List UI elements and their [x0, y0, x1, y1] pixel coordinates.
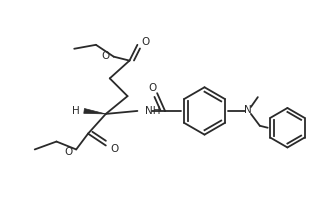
Polygon shape	[84, 108, 106, 114]
Text: O: O	[102, 51, 110, 61]
Text: O: O	[64, 147, 72, 158]
Text: O: O	[141, 37, 150, 47]
Text: O: O	[148, 83, 156, 93]
Text: NH: NH	[145, 106, 161, 116]
Text: N: N	[244, 105, 252, 115]
Text: O: O	[111, 144, 119, 155]
Text: H: H	[72, 106, 80, 116]
